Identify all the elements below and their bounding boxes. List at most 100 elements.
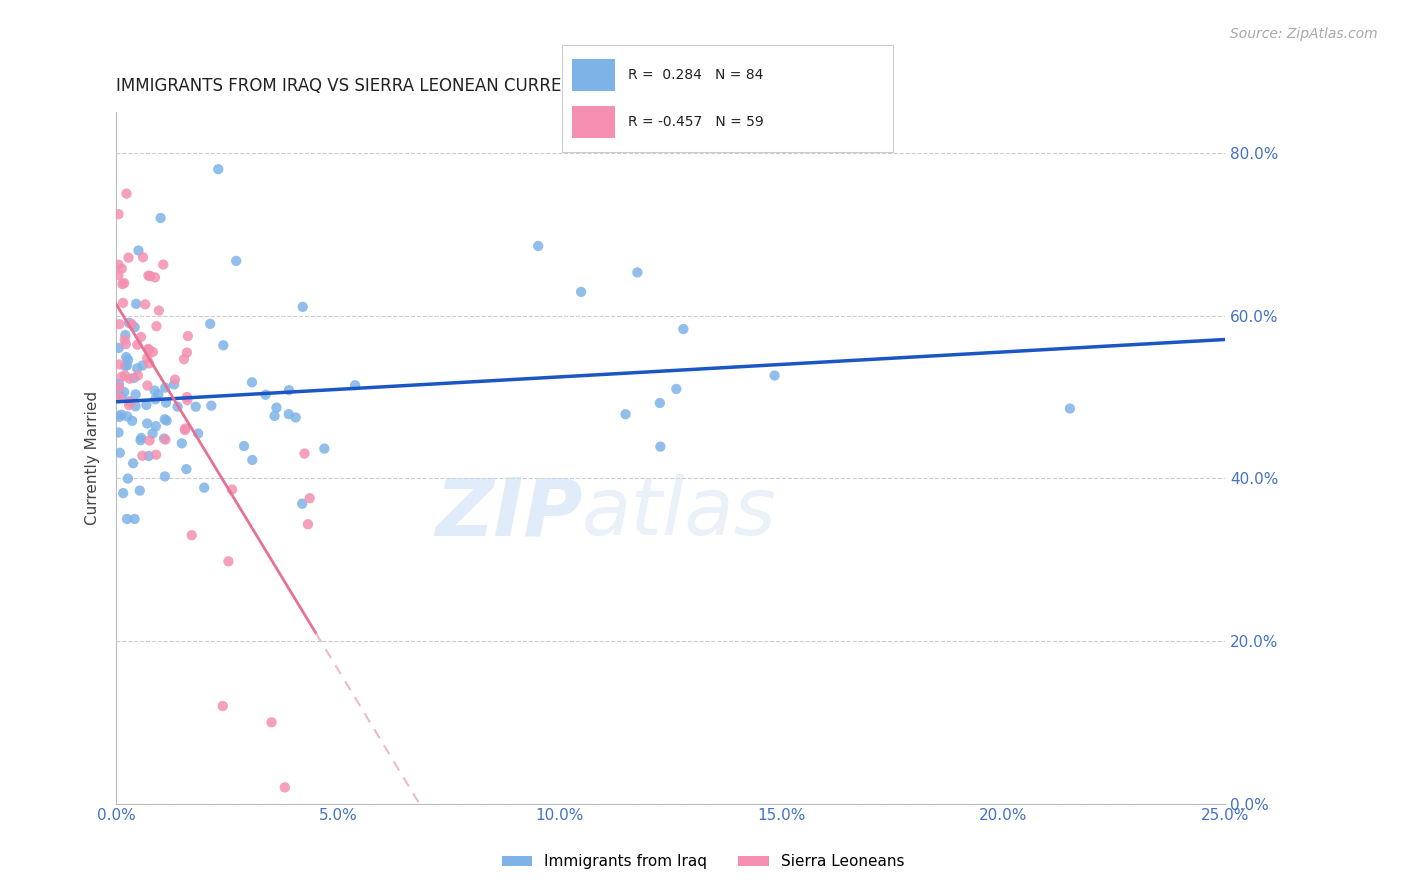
Point — [284, 410, 307, 425]
Point — [221, 483, 243, 497]
Point — [569, 285, 592, 299]
Point — [129, 330, 152, 344]
Point — [626, 265, 648, 279]
Point — [115, 337, 138, 351]
Point — [107, 385, 129, 400]
Point — [142, 426, 165, 441]
Point — [148, 387, 170, 401]
Point — [277, 407, 299, 421]
Point — [240, 376, 263, 390]
Point — [111, 391, 134, 405]
Point — [763, 368, 786, 383]
Point — [149, 211, 172, 225]
Point — [108, 357, 131, 371]
Point — [153, 432, 176, 446]
Point — [118, 316, 141, 330]
Point — [173, 423, 195, 437]
Point — [217, 554, 239, 568]
Point — [648, 396, 671, 410]
Y-axis label: Currently Married: Currently Married — [86, 391, 100, 525]
Point — [142, 345, 165, 359]
Point — [184, 400, 207, 414]
Point — [118, 394, 141, 409]
Point — [122, 456, 145, 470]
Point — [108, 317, 131, 331]
Point — [155, 433, 177, 447]
Point — [122, 371, 145, 385]
Point — [314, 442, 336, 456]
Point — [129, 434, 152, 448]
Point — [153, 412, 176, 426]
Point — [134, 297, 156, 311]
Point — [107, 376, 129, 391]
Point — [107, 207, 129, 221]
Point — [117, 472, 139, 486]
Point — [117, 352, 139, 367]
Point — [153, 469, 176, 483]
Point — [527, 239, 550, 253]
Point — [198, 317, 221, 331]
Point — [118, 398, 141, 412]
Point — [163, 373, 186, 387]
Point — [291, 497, 314, 511]
Point — [115, 350, 138, 364]
Point — [127, 368, 149, 383]
Point — [127, 337, 149, 351]
Text: R = -0.457   N = 59: R = -0.457 N = 59 — [628, 115, 765, 128]
Point — [136, 417, 159, 431]
Point — [117, 251, 139, 265]
Point — [124, 387, 146, 401]
Point — [128, 483, 150, 498]
Point — [672, 322, 695, 336]
Point — [115, 359, 138, 373]
Point — [176, 462, 198, 476]
Point — [118, 372, 141, 386]
Point — [211, 698, 233, 713]
Point — [135, 398, 157, 412]
Point — [170, 436, 193, 450]
Point — [108, 446, 131, 460]
Point — [143, 270, 166, 285]
FancyBboxPatch shape — [572, 105, 616, 137]
Point — [240, 453, 263, 467]
Point — [136, 351, 159, 365]
Point — [177, 329, 200, 343]
Point — [111, 296, 134, 310]
Point — [136, 342, 159, 356]
Point — [344, 378, 367, 392]
Point — [132, 250, 155, 264]
Point — [124, 512, 146, 526]
Point — [176, 390, 198, 404]
Point — [127, 244, 149, 258]
Point — [266, 401, 288, 415]
Text: R =  0.284   N = 84: R = 0.284 N = 84 — [628, 68, 763, 81]
Point — [107, 268, 129, 283]
Point — [108, 409, 131, 424]
Point — [115, 512, 138, 526]
Point — [145, 448, 167, 462]
Point — [124, 400, 146, 414]
Point — [174, 421, 197, 435]
Point — [138, 356, 160, 370]
Point — [193, 481, 215, 495]
Point — [298, 491, 321, 506]
Legend: Immigrants from Iraq, Sierra Leoneans: Immigrants from Iraq, Sierra Leoneans — [495, 848, 911, 875]
Point — [254, 388, 277, 402]
Point — [143, 392, 166, 407]
Point — [121, 318, 143, 332]
Point — [111, 369, 134, 384]
Point — [114, 359, 136, 373]
Point — [294, 446, 316, 460]
Text: atlas: atlas — [582, 475, 776, 552]
Point — [207, 162, 229, 177]
Point — [260, 715, 283, 730]
Point — [297, 517, 319, 532]
Point — [291, 300, 314, 314]
Point — [124, 320, 146, 334]
Point — [233, 439, 256, 453]
Point — [131, 449, 153, 463]
Point — [156, 414, 179, 428]
Point — [127, 361, 149, 376]
Point — [1059, 401, 1081, 416]
Point — [107, 258, 129, 272]
